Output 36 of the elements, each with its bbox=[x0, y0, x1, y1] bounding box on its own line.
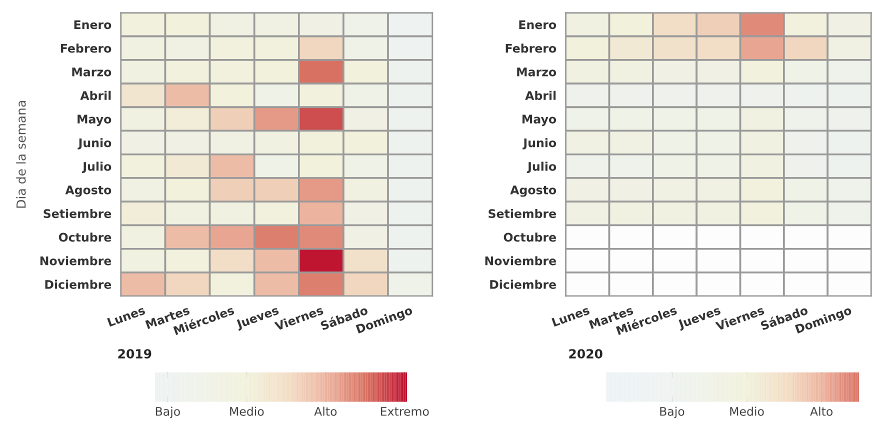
color-bar-title: 2020 bbox=[569, 349, 602, 359]
y-tick-label: Enero bbox=[74, 20, 112, 30]
y-tick-label: Octubre bbox=[58, 232, 112, 242]
y-tick-label: Noviembre bbox=[485, 256, 556, 266]
y-tick-label: Setiembre bbox=[44, 208, 112, 218]
x-tick-label: Lunes bbox=[107, 306, 146, 327]
color-bar-label: Alto bbox=[810, 406, 833, 416]
y-tick-label: Marzo bbox=[517, 68, 556, 76]
y-tick-label: Junio bbox=[522, 138, 556, 150]
color-bar-label: Bajo bbox=[156, 406, 180, 418]
color-bar-label: Alto bbox=[314, 406, 337, 416]
y-tick-label: Julio bbox=[82, 162, 112, 174]
x-tick-label: Lunes bbox=[552, 306, 590, 327]
y-tick-label: Abril bbox=[80, 90, 111, 100]
y-tick-label: Junio bbox=[78, 138, 112, 150]
y-tick-label: Diciembre bbox=[490, 280, 556, 289]
y-tick-label: Setiembre bbox=[488, 208, 556, 218]
color-bar-title: 2019 bbox=[118, 349, 152, 359]
color-bar-label: Extremo bbox=[380, 407, 429, 416]
y-tick-label: Enero bbox=[519, 20, 556, 30]
y-tick-label: Octubre bbox=[504, 232, 556, 242]
y-tick-label: Diciembre bbox=[45, 280, 112, 289]
y-tick-label: Agosto bbox=[510, 186, 556, 197]
y-tick-label: Abril bbox=[525, 90, 556, 100]
y-tick-label: Julio bbox=[526, 162, 556, 174]
color-bar-label: Bajo bbox=[660, 406, 684, 418]
y-tick-label: Mayo bbox=[78, 114, 112, 126]
y-tick-label: Marzo bbox=[72, 68, 112, 76]
color-bar-label: Medio bbox=[730, 406, 764, 416]
y-tick-label: Agosto bbox=[65, 186, 112, 197]
color-bar-label: Medio bbox=[230, 406, 264, 416]
y-axis-title: Dia de la semana bbox=[16, 101, 26, 208]
y-tick-label: Febrero bbox=[60, 44, 112, 53]
y-tick-label: Febrero bbox=[506, 44, 556, 53]
y-tick-label: Mayo bbox=[522, 114, 556, 126]
y-tick-label: Noviembre bbox=[40, 256, 112, 266]
